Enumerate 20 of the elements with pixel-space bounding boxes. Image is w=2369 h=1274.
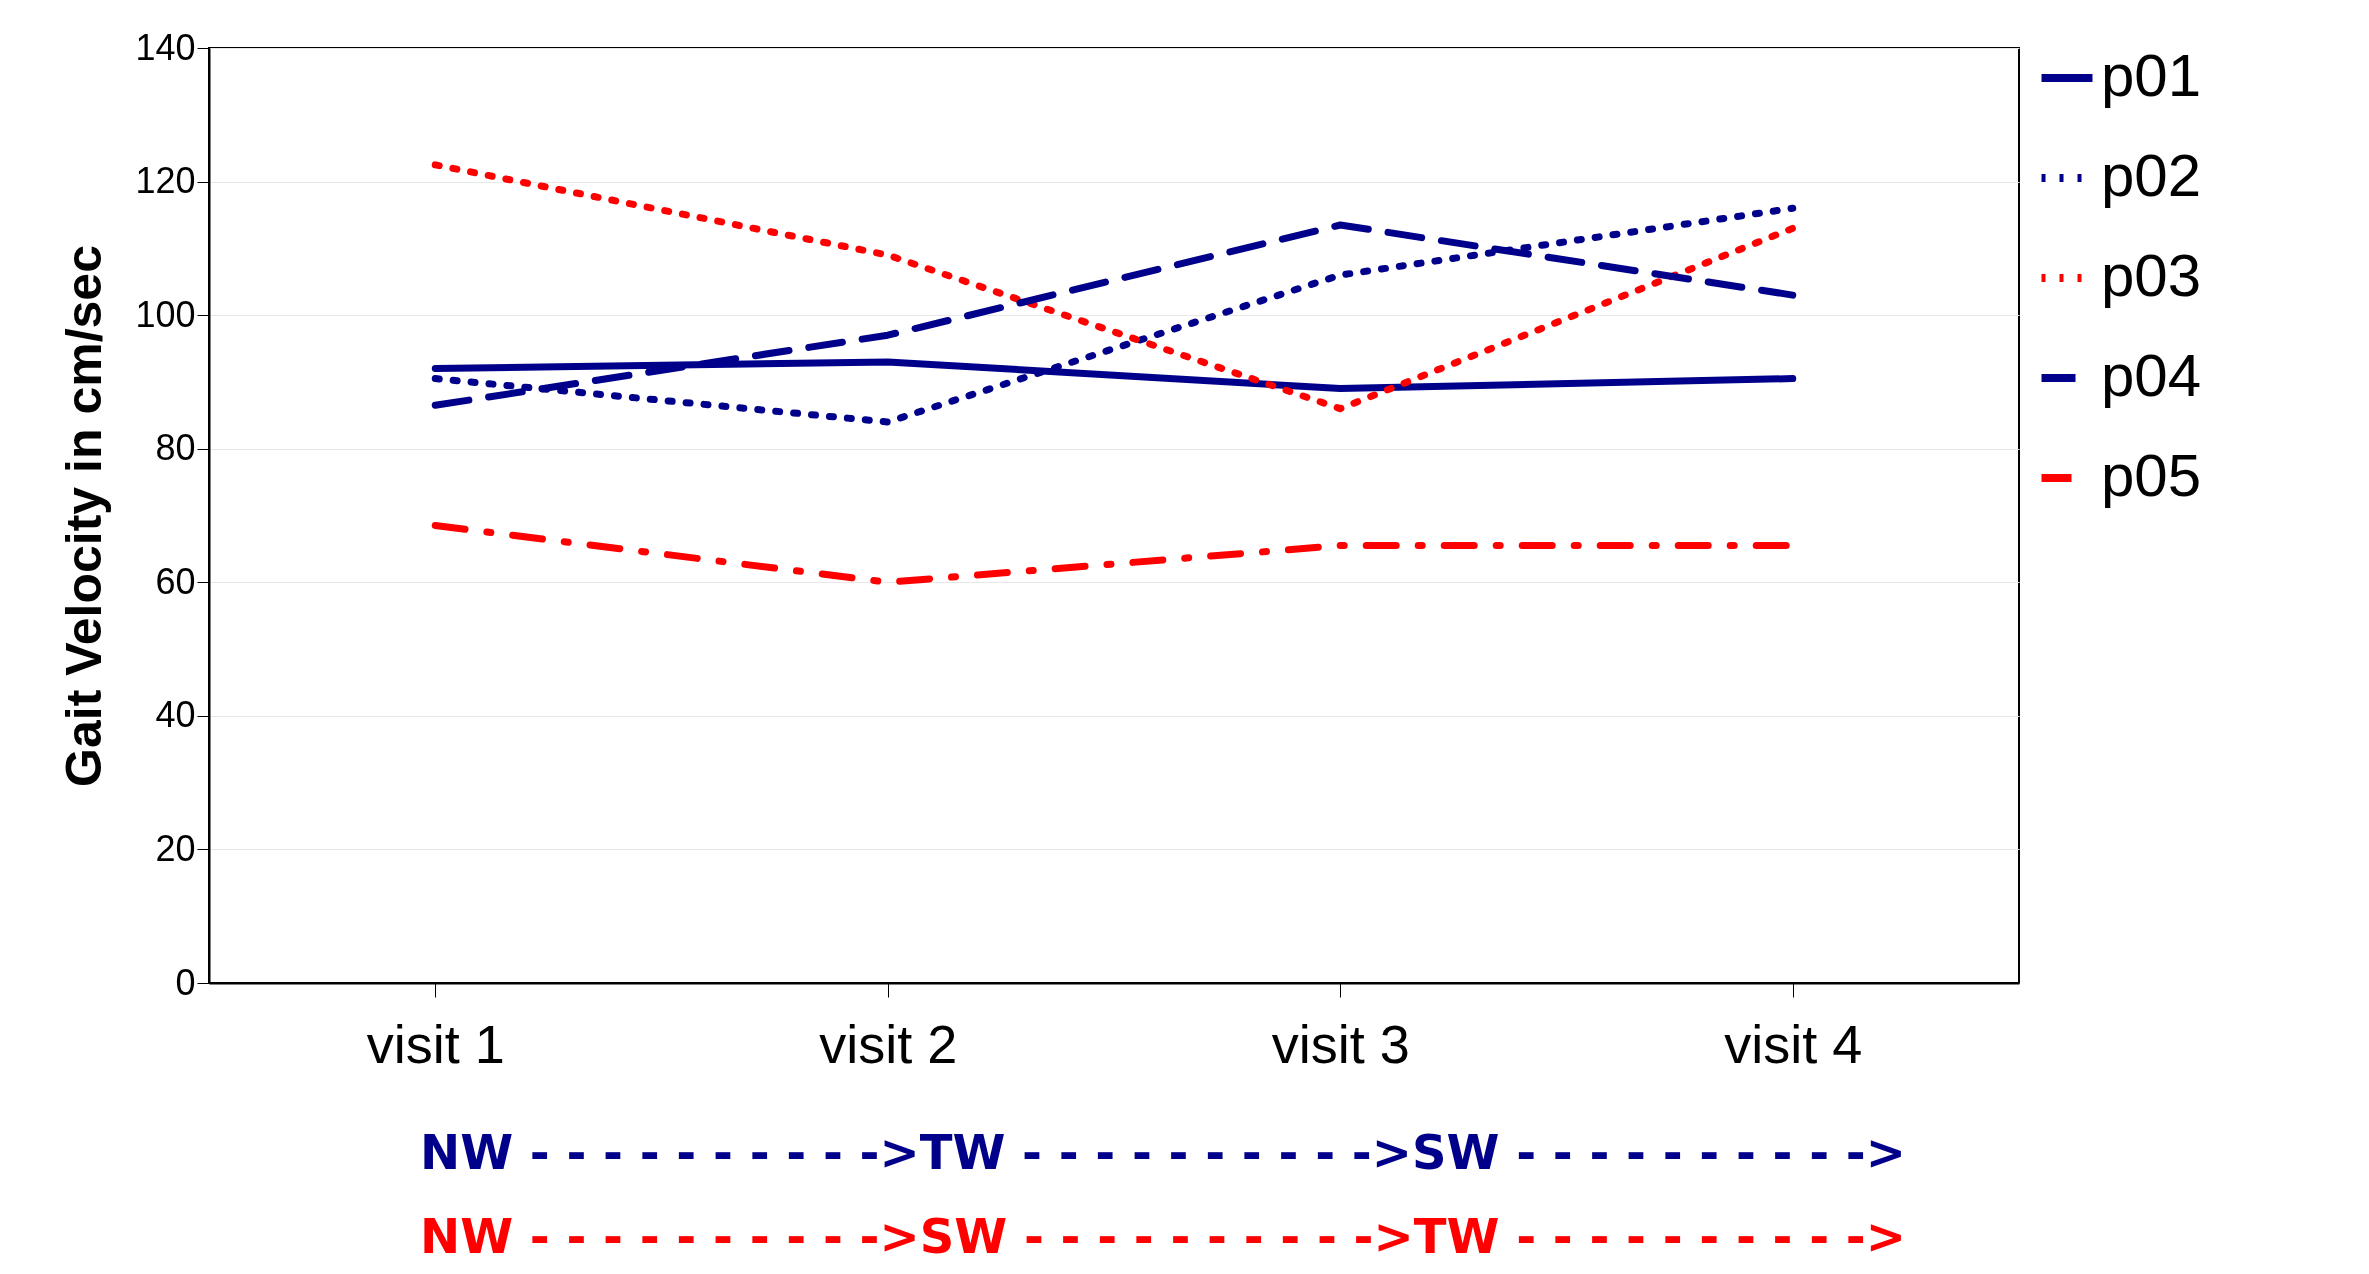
- legend-label: p04: [2101, 342, 2202, 409]
- x-tick-label: visit 1: [366, 1013, 505, 1074]
- legend-label: p02: [2101, 142, 2202, 209]
- y-tick-label: 60: [155, 560, 196, 602]
- legend-label: p01: [2101, 42, 2202, 109]
- y-tick-label: 20: [155, 827, 196, 869]
- y-tick-label: 120: [135, 160, 196, 202]
- legend-label: p05: [2101, 442, 2202, 509]
- y-tick-label: 80: [155, 427, 196, 469]
- x-tick-label: visit 3: [1271, 1013, 1410, 1074]
- text: NW - - - - - - - - - ->TW - - - - - - - - - ->SW - - - - - - - - - ->: [420, 1123, 1906, 1182]
- y-tick-label: 40: [155, 694, 196, 736]
- text: NW - - - - - - - - - ->SW - - - - - - - - - ->TW - - - - - - - - - ->: [420, 1207, 1906, 1266]
- legend-label: p03: [2101, 242, 2202, 309]
- x-tick-label: visit 4: [1724, 1013, 1863, 1074]
- y-tick-label: 0: [175, 961, 196, 1003]
- y-tick-label: 100: [135, 293, 196, 335]
- y-tick-label: 140: [135, 26, 196, 68]
- x-tick-label: visit 2: [819, 1013, 958, 1074]
- y-axis-title: Gait Velocity in cm/sec: [56, 245, 113, 787]
